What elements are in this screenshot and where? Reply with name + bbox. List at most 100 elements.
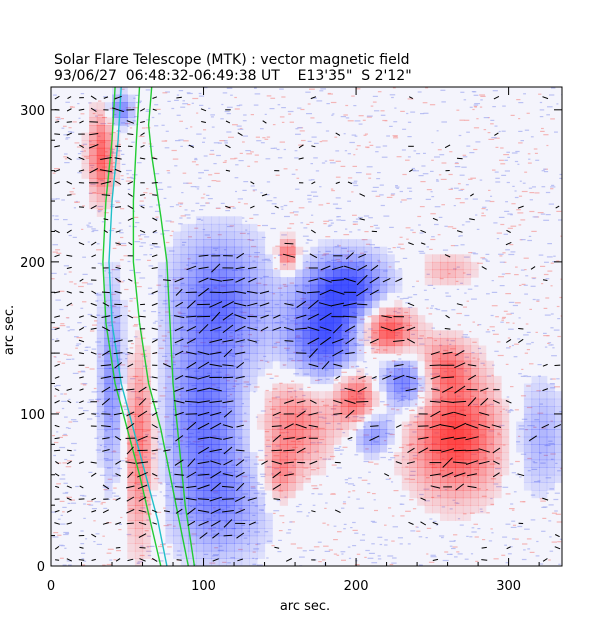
noise-speck — [373, 441, 379, 443]
noise-speck — [425, 87, 429, 89]
noise-speck — [59, 325, 66, 327]
noise-speck — [353, 343, 359, 345]
field-cell — [134, 505, 144, 514]
noise-speck — [233, 380, 238, 382]
field-cell — [218, 284, 227, 293]
noise-speck — [490, 497, 493, 500]
noise-speck — [149, 206, 153, 208]
noise-speck — [109, 418, 112, 420]
field-cell — [96, 360, 105, 369]
field-cell — [180, 254, 189, 263]
noise-speck — [233, 365, 239, 368]
field-vector — [222, 339, 234, 343]
field-cell — [379, 292, 388, 301]
field-cell — [424, 345, 433, 354]
noise-speck — [406, 324, 412, 326]
noise-speck — [103, 507, 108, 509]
field-cell — [264, 429, 273, 438]
noise-speck — [116, 550, 121, 552]
noise-speck — [283, 204, 288, 207]
field-cell — [165, 459, 174, 468]
field-cell — [333, 368, 342, 377]
noise-speck — [400, 201, 403, 203]
noise-speck — [82, 383, 88, 385]
noise-speck — [541, 506, 547, 508]
field-cell — [226, 406, 235, 415]
noise-speck — [239, 345, 244, 347]
noise-speck — [97, 210, 102, 212]
field-cell — [157, 421, 166, 430]
field-cell — [356, 330, 365, 339]
field-cell — [218, 497, 227, 506]
field-cell — [432, 330, 441, 339]
field-vector — [491, 424, 502, 428]
noise-speck — [53, 532, 59, 534]
noise-speck — [164, 140, 168, 142]
noise-speck — [113, 487, 117, 489]
field-vector — [247, 327, 258, 331]
field-cell — [401, 429, 410, 438]
field-vector — [467, 397, 477, 407]
field-vector — [79, 352, 84, 355]
field-vector — [140, 194, 145, 196]
noise-speck — [219, 140, 226, 142]
field-cell — [89, 193, 98, 202]
noise-speck — [399, 236, 403, 238]
noise-speck — [381, 156, 388, 158]
field-vector — [66, 291, 72, 294]
field-cell — [127, 543, 136, 552]
field-cell — [203, 528, 212, 537]
field-cell — [226, 254, 235, 263]
noise-speck — [242, 476, 248, 478]
noise-speck — [497, 354, 504, 357]
field-cell — [455, 459, 464, 468]
noise-speck — [70, 304, 74, 306]
noise-speck — [553, 329, 560, 331]
field-cell — [234, 246, 243, 255]
noise-speck — [560, 420, 562, 422]
noise-speck — [69, 281, 74, 283]
field-cell — [272, 383, 281, 392]
field-cell — [112, 375, 121, 385]
noise-speck — [498, 130, 501, 133]
noise-speck — [52, 338, 55, 341]
noise-speck — [431, 327, 435, 329]
field-cell — [363, 337, 372, 347]
field-cell — [478, 474, 487, 483]
noise-speck — [150, 558, 155, 560]
noise-speck — [455, 162, 459, 164]
noise-speck — [319, 90, 324, 92]
field-vector — [235, 459, 245, 466]
noise-speck — [258, 449, 264, 452]
noise-speck — [444, 489, 448, 491]
noise-speck — [140, 545, 144, 547]
noise-speck — [392, 557, 397, 559]
noise-speck — [178, 394, 181, 396]
field-cell — [218, 490, 227, 499]
noise-speck — [113, 162, 115, 164]
field-cell — [218, 322, 227, 331]
field-cell — [180, 459, 189, 468]
noise-speck — [474, 285, 479, 287]
field-vector — [197, 436, 210, 440]
field-vector — [430, 410, 441, 418]
noise-speck — [342, 503, 347, 505]
field-cell — [287, 231, 296, 240]
field-cell — [340, 254, 349, 263]
noise-speck — [436, 179, 439, 181]
noise-speck — [300, 301, 305, 303]
field-cell — [127, 535, 136, 544]
noise-speck — [481, 215, 486, 217]
noise-speck — [545, 214, 551, 216]
field-cell — [112, 170, 121, 179]
noise-speck — [260, 142, 265, 144]
field-cell — [455, 474, 464, 483]
noise-speck — [297, 107, 302, 109]
field-vector — [101, 350, 110, 356]
field-cell — [112, 261, 121, 271]
noise-speck — [528, 158, 531, 160]
field-cell — [127, 452, 136, 461]
noise-speck — [119, 229, 123, 231]
field-cell — [272, 474, 281, 483]
noise-speck — [55, 116, 61, 118]
